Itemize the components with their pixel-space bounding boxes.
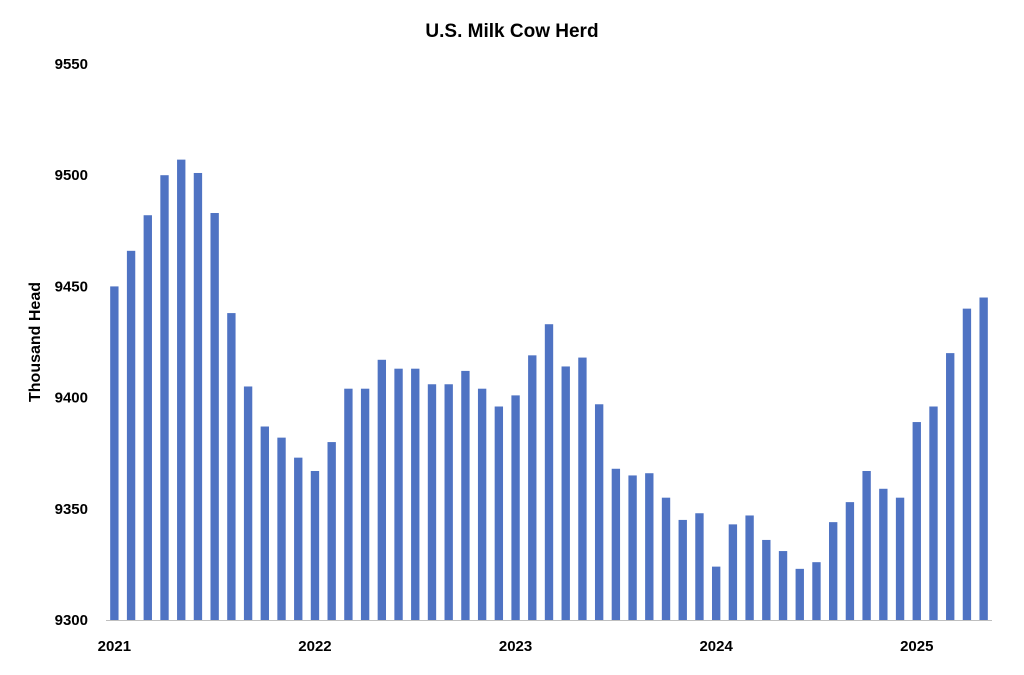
- bar: [126, 250, 136, 620]
- y-tick-label: 9450: [55, 278, 88, 295]
- bar: [193, 172, 203, 621]
- bar: [210, 213, 219, 620]
- bar: [477, 388, 487, 620]
- bar: [377, 359, 387, 620]
- bar: [427, 384, 437, 620]
- bar: [511, 395, 520, 620]
- bar: [327, 442, 336, 620]
- bar: [611, 468, 621, 620]
- bar: [695, 513, 704, 620]
- bar: [310, 470, 320, 620]
- bar: [879, 488, 888, 620]
- bar: [678, 519, 687, 620]
- bar: [294, 457, 303, 620]
- y-tick-label: 9500: [55, 167, 88, 184]
- bar: [946, 353, 955, 620]
- bar: [895, 497, 905, 620]
- bar: [110, 286, 119, 620]
- y-axis-label: Thousand Head: [27, 282, 44, 402]
- bar: [461, 370, 470, 620]
- chart-title: U.S. Milk Cow Herd: [425, 21, 598, 42]
- bar: [227, 313, 236, 620]
- bar: [645, 473, 654, 620]
- bars-group: [110, 159, 988, 621]
- y-tick-label: 9350: [55, 501, 88, 518]
- bar: [594, 404, 604, 620]
- y-tick-label: 9300: [55, 612, 88, 629]
- bar: [260, 426, 269, 620]
- x-axis-ticks: 2021 2022 2023 2024 2025: [98, 638, 934, 655]
- bar: [277, 437, 286, 620]
- bar: [528, 355, 537, 620]
- x-tick-label: 2021: [98, 638, 131, 655]
- bar: [812, 562, 821, 620]
- bar: [578, 357, 587, 620]
- bar: [862, 470, 871, 620]
- y-tick-label: 9400: [55, 390, 88, 407]
- bar: [561, 366, 570, 620]
- x-tick-label: 2025: [900, 638, 933, 655]
- bar: [979, 297, 988, 620]
- bar: [762, 539, 771, 620]
- bar: [160, 175, 169, 620]
- bar: [711, 566, 721, 620]
- bar: [177, 159, 186, 620]
- bar: [494, 406, 504, 620]
- bar: [661, 497, 671, 620]
- bar: [962, 308, 972, 620]
- bar: [728, 524, 738, 620]
- bar: [344, 388, 353, 620]
- bar: [829, 522, 838, 620]
- y-axis-ticks: 9550 9500 9450 9400 9350 9300: [55, 56, 88, 629]
- bar: [411, 368, 420, 620]
- bar: [360, 388, 370, 620]
- bar: [143, 215, 152, 621]
- x-tick-label: 2022: [298, 638, 331, 655]
- bar: [243, 386, 253, 620]
- y-tick-label: 9550: [55, 56, 88, 73]
- bar: [394, 368, 403, 620]
- bar: [628, 475, 637, 620]
- bar: [778, 551, 788, 620]
- bar: [745, 515, 754, 620]
- x-tick-label: 2024: [699, 638, 733, 655]
- bar: [795, 568, 804, 620]
- bar: [444, 384, 453, 620]
- bar: [845, 502, 855, 620]
- bar: [544, 324, 554, 620]
- bar: [912, 422, 921, 620]
- bar: [929, 406, 938, 620]
- x-tick-label: 2023: [499, 638, 532, 655]
